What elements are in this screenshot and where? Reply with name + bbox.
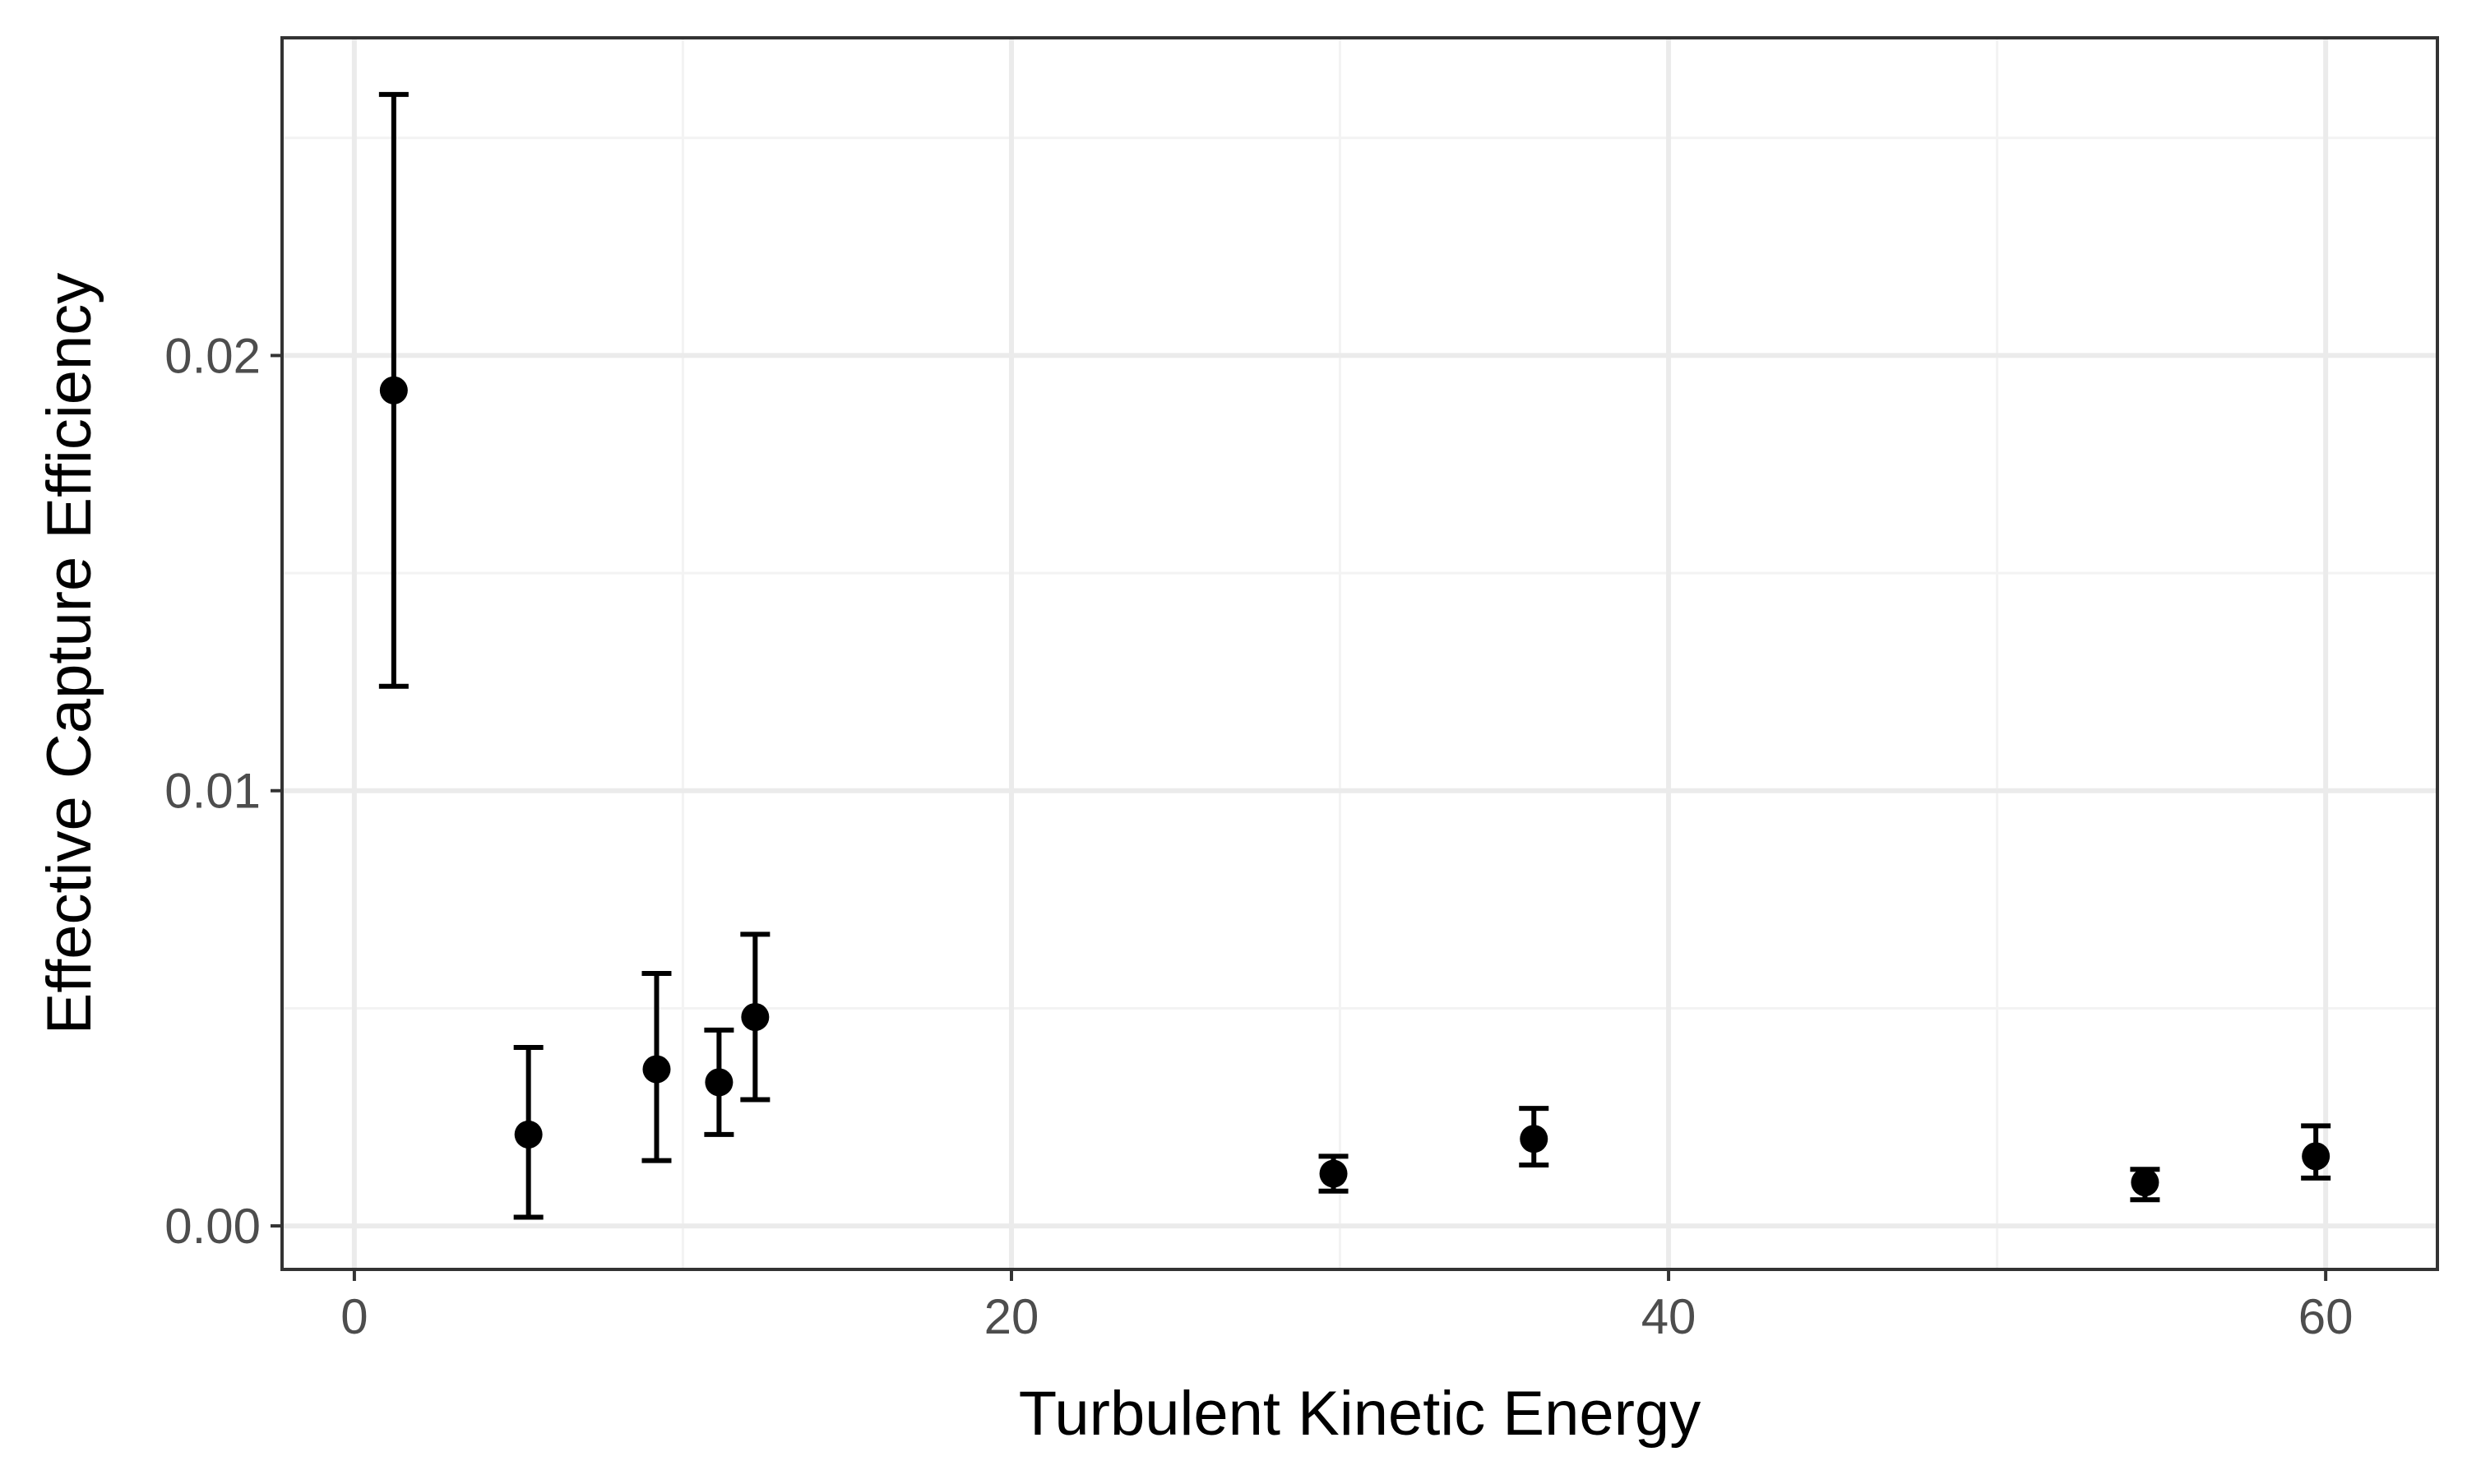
data-point (2131, 1168, 2159, 1197)
y-axis-title: Effective Capture Efficiency (35, 273, 104, 1035)
data-point (379, 376, 408, 405)
x-axis-title: Turbulent Kinetic Energy (1019, 1379, 1701, 1449)
data-point (2302, 1142, 2330, 1171)
data-points (379, 376, 2330, 1197)
data-point (705, 1068, 734, 1097)
x-tick-label: 40 (1641, 1289, 1696, 1344)
y-tick-label: 0.02 (164, 328, 261, 383)
data-point (514, 1120, 543, 1149)
x-tick-label: 60 (2298, 1289, 2354, 1344)
x-tick-label: 0 (340, 1289, 368, 1344)
data-point (1319, 1159, 1348, 1188)
data-point (642, 1055, 671, 1084)
y-tick-label: 0.00 (164, 1199, 261, 1254)
y-tick-label: 0.01 (164, 764, 261, 819)
x-tick-label: 20 (984, 1289, 1039, 1344)
data-point (1520, 1125, 1548, 1153)
panel-border (280, 36, 2439, 1271)
grid (282, 38, 2437, 1269)
axis-ticks (271, 354, 2328, 1281)
tick-labels: 0 20 40 60 0.00 0.01 0.02 (164, 328, 2353, 1344)
data-point (741, 1002, 770, 1031)
